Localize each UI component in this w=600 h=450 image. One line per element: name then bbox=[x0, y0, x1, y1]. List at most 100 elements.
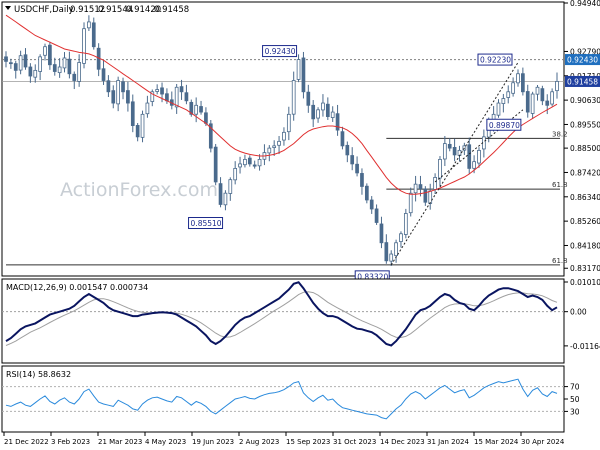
candle-body bbox=[535, 86, 540, 95]
date-tick-label: 30 Apr 2024 bbox=[521, 438, 565, 446]
price-tick-label: 0.86340 bbox=[570, 193, 600, 202]
rsi-tick-label: 30 bbox=[570, 407, 580, 416]
rsi-line bbox=[5, 378, 558, 420]
annotation-label: 0.83320 bbox=[357, 272, 388, 281]
candle-body bbox=[418, 184, 423, 190]
date-tick-label: 21 Mar 2023 bbox=[98, 438, 142, 446]
candle-body bbox=[506, 91, 511, 98]
candle-body bbox=[130, 101, 135, 126]
ohlc-high: 0.91544 bbox=[98, 5, 133, 15]
price-levels: 38.2 61.8 61.8 bbox=[2, 59, 568, 266]
ohlc-close: 0.91458 bbox=[154, 5, 189, 15]
candle-body bbox=[379, 223, 384, 244]
candle-body bbox=[228, 179, 233, 194]
rsi-tick-label: 50 bbox=[570, 395, 580, 404]
candle-body bbox=[340, 131, 345, 147]
candle-body bbox=[399, 233, 403, 242]
candle-body bbox=[296, 59, 301, 80]
candle-body bbox=[355, 163, 359, 174]
candle-body bbox=[316, 109, 320, 119]
candle-body bbox=[369, 199, 374, 210]
candle-body bbox=[62, 57, 67, 69]
annotation-label: 0.85510 bbox=[191, 219, 222, 228]
price-tag-box bbox=[565, 54, 600, 66]
price-tag-label: 0.92430 bbox=[567, 56, 598, 65]
candle-body bbox=[545, 100, 550, 106]
candle-body bbox=[140, 113, 145, 138]
candle-body bbox=[306, 91, 311, 106]
date-axis: 21 Dec 2022 3 Feb 2023 21 Mar 2023 4 May 20… bbox=[3, 432, 565, 446]
candle-body bbox=[67, 58, 72, 75]
candle-body bbox=[301, 57, 306, 93]
candle-body bbox=[165, 93, 169, 102]
candle-body bbox=[447, 143, 452, 149]
annotation-box bbox=[262, 45, 298, 58]
candle-body bbox=[350, 155, 355, 165]
candle-body bbox=[43, 46, 47, 56]
candle-body bbox=[106, 80, 111, 93]
candle-body bbox=[525, 91, 530, 113]
price-tag-box bbox=[565, 75, 600, 87]
candle-body bbox=[243, 158, 247, 166]
date-tick-label: 14 Dec 2023 bbox=[380, 438, 425, 446]
rsi-panel bbox=[1, 365, 565, 433]
fib-level-label: 61.8 bbox=[552, 181, 568, 189]
candle-body bbox=[4, 56, 8, 62]
price-axis: 0.949400.927900.917100.906300.895500.885… bbox=[564, 0, 600, 273]
candle-body bbox=[52, 64, 57, 72]
ohlc-open: 0.91512 bbox=[70, 5, 105, 15]
candle-body bbox=[252, 164, 257, 167]
candle-body bbox=[38, 56, 42, 72]
candle-body bbox=[394, 242, 398, 257]
candle-body bbox=[155, 89, 160, 92]
date-tick-label: 21 Dec 2022 bbox=[4, 438, 49, 446]
candle-body bbox=[384, 242, 389, 262]
channel-line bbox=[434, 109, 524, 183]
annotation-label: 0.89870 bbox=[489, 121, 520, 130]
candle-body bbox=[247, 157, 252, 165]
price-tick-label: 0.90630 bbox=[570, 96, 600, 105]
price-tick-label: 0.84180 bbox=[570, 241, 600, 250]
candle-body bbox=[18, 55, 23, 71]
candle-body bbox=[33, 69, 38, 78]
candle-body bbox=[501, 98, 506, 104]
price-tags: 0.92430 0.91458 bbox=[565, 54, 600, 87]
price-tick-label: 0.92790 bbox=[570, 47, 600, 56]
date-tick-label: 15 Mar 2024 bbox=[474, 438, 519, 446]
price-annotations: 0.92430 0.85510 0.83320 0.92230 0.89870 bbox=[188, 45, 522, 283]
candle-body bbox=[550, 91, 554, 105]
ohlc-low: 0.91420 bbox=[126, 5, 161, 15]
candle-body bbox=[121, 81, 125, 93]
annotation-box bbox=[486, 118, 522, 131]
candle-body bbox=[516, 73, 520, 84]
candle-body bbox=[442, 143, 447, 160]
candle-body bbox=[345, 144, 350, 156]
macd-tick-label: 0.010101 bbox=[570, 278, 600, 287]
candle-body bbox=[438, 158, 442, 179]
moving-average-line bbox=[5, 14, 558, 195]
candle-body bbox=[360, 173, 364, 187]
candle-body bbox=[408, 192, 413, 214]
candle-body bbox=[145, 102, 150, 115]
candle-body bbox=[184, 92, 189, 102]
candle-body bbox=[13, 63, 18, 71]
candle-body bbox=[135, 125, 140, 138]
candle-body bbox=[194, 104, 199, 115]
annotation-label: 0.92230 bbox=[480, 56, 511, 65]
candle-body bbox=[267, 147, 272, 154]
candle-body bbox=[179, 86, 184, 93]
candle-body bbox=[160, 87, 164, 95]
candle-body bbox=[111, 90, 116, 104]
annotation-label: 0.92430 bbox=[265, 47, 296, 56]
chart-menu-icon[interactable] bbox=[5, 6, 11, 10]
candle-body bbox=[403, 213, 408, 235]
fib-level-label: 38.2 bbox=[552, 130, 568, 138]
chart-header: USDCHF,Daily 0.91512 0.91544 0.91420 0.9… bbox=[5, 5, 189, 15]
candle-body bbox=[282, 131, 286, 141]
candle-body bbox=[511, 82, 515, 94]
candle-body bbox=[72, 73, 77, 81]
price-tag-label: 0.91458 bbox=[567, 77, 598, 86]
macd-axis: 0.010101 0.00 -0.011645 bbox=[2, 278, 600, 351]
candle-body bbox=[321, 102, 325, 111]
